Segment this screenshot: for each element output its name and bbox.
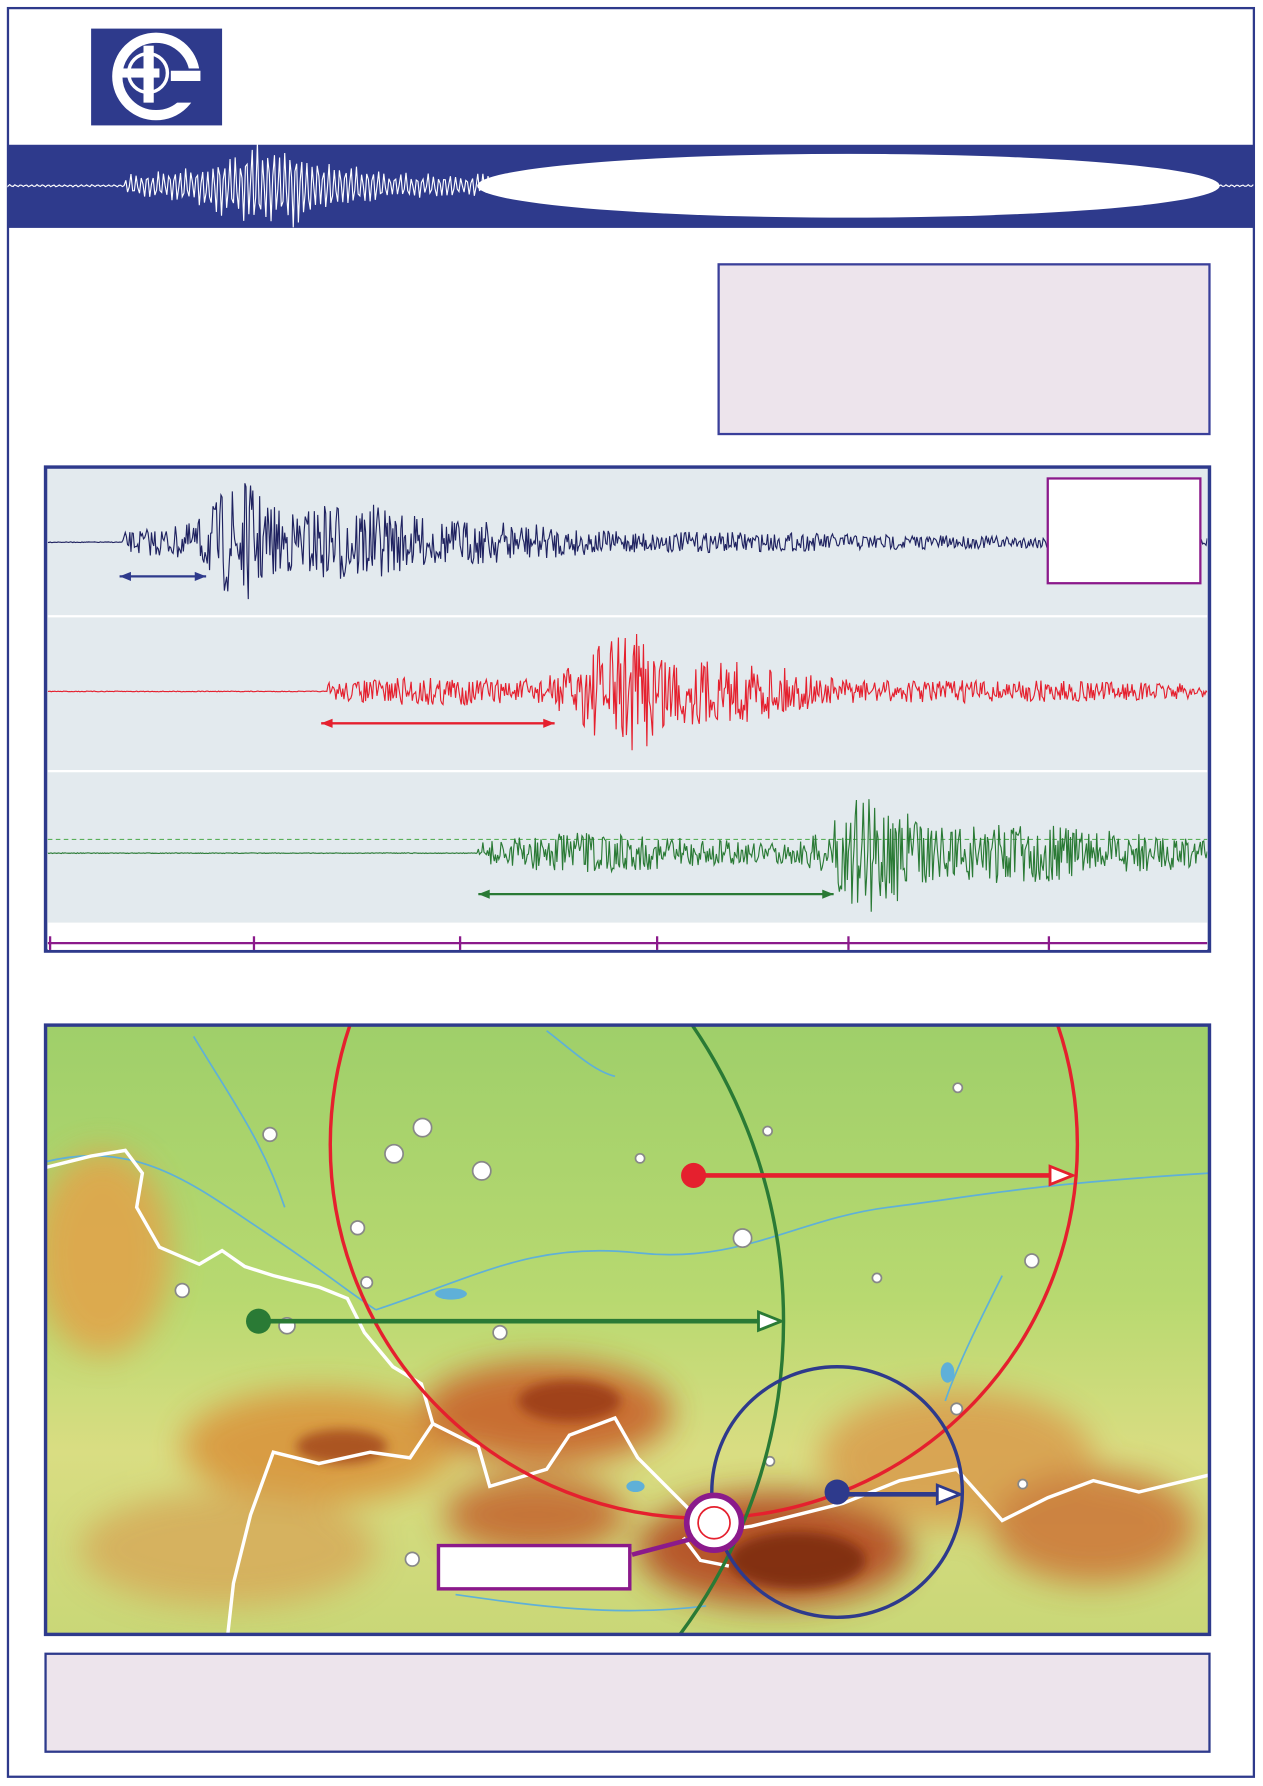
border-line xyxy=(45,1148,435,1635)
town xyxy=(950,1402,964,1416)
map xyxy=(45,1025,1210,1635)
caption-box xyxy=(44,1652,1211,1753)
trace xyxy=(47,483,1208,600)
town xyxy=(349,1220,366,1236)
town xyxy=(634,1152,646,1164)
town xyxy=(404,1551,420,1567)
arrow-head xyxy=(935,1483,964,1506)
map-frame xyxy=(43,1023,1212,1637)
station-blue xyxy=(824,1479,850,1505)
arrow-head xyxy=(1048,1164,1077,1187)
arrow-head xyxy=(194,571,207,581)
town xyxy=(1024,1253,1040,1269)
town xyxy=(952,1082,964,1094)
border-line xyxy=(681,1536,730,1568)
town xyxy=(492,1324,508,1341)
trace xyxy=(47,799,1208,912)
town xyxy=(1017,1478,1029,1490)
radius-arrows xyxy=(258,1164,1077,1506)
town xyxy=(384,1143,405,1164)
town xyxy=(871,1272,883,1284)
arrow-head xyxy=(822,889,834,899)
time-axis-area xyxy=(47,922,1208,950)
epicenter-inner xyxy=(697,1505,731,1540)
lakes xyxy=(435,1288,955,1493)
station-green xyxy=(245,1308,272,1334)
banner-oval xyxy=(477,153,1220,218)
trace xyxy=(47,634,1208,751)
town xyxy=(732,1228,753,1249)
epicenter-label-box xyxy=(436,1543,632,1591)
border-line xyxy=(432,1415,1210,1534)
seismogram-traces xyxy=(47,483,1208,912)
interval-arrows xyxy=(119,571,834,899)
station-label-box xyxy=(1046,477,1202,585)
towns xyxy=(174,1082,1040,1567)
epicenter-pointer xyxy=(631,1535,698,1557)
town xyxy=(174,1282,190,1299)
arrow-head xyxy=(543,718,555,728)
town xyxy=(471,1160,492,1181)
arrow-head xyxy=(478,889,490,899)
arrow-head xyxy=(119,571,131,581)
arrow-head xyxy=(757,1309,786,1333)
info-box xyxy=(717,263,1211,436)
logo xyxy=(91,28,223,126)
time-axis xyxy=(47,936,1208,950)
arrow-head xyxy=(321,718,333,728)
blue-distance-circle xyxy=(710,1365,965,1620)
town xyxy=(360,1275,374,1290)
rivers xyxy=(45,1030,1210,1612)
station-red xyxy=(681,1162,707,1188)
town xyxy=(762,1125,774,1137)
town xyxy=(412,1117,433,1138)
town xyxy=(262,1126,278,1143)
